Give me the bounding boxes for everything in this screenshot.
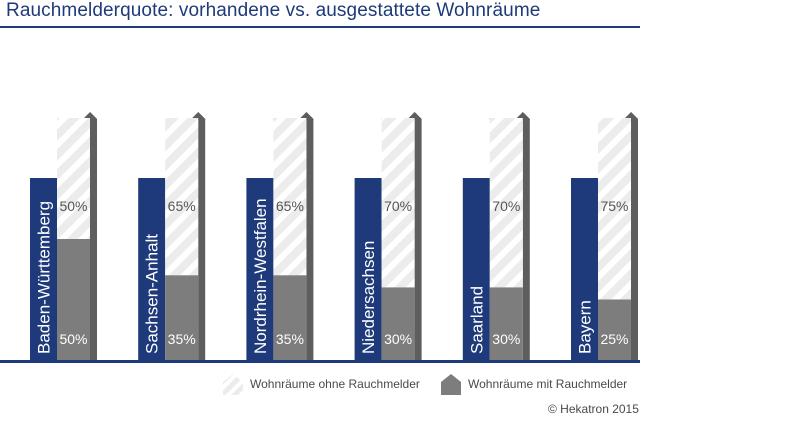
bar-segment-with bbox=[273, 275, 307, 360]
bar-segment-without bbox=[489, 118, 523, 288]
data-label-with: 35% bbox=[168, 331, 196, 347]
legend-item-with: Wohnräume mit Rauchmelder bbox=[440, 372, 627, 396]
data-label-without: 50% bbox=[59, 198, 87, 214]
copyright-text: © Hekatron 2015 bbox=[548, 402, 639, 416]
category-label: Baden-Württemberg bbox=[35, 201, 54, 354]
data-label-without: 70% bbox=[384, 198, 412, 214]
bar-segment-with bbox=[165, 275, 199, 360]
category-label-bg bbox=[30, 178, 57, 360]
category-label: Niedersachsen bbox=[359, 241, 378, 354]
category-label-bg bbox=[354, 178, 382, 360]
category-label: Nordrhein-Westfalen bbox=[251, 198, 270, 354]
category-label: Bayern bbox=[576, 300, 595, 354]
bar-segment-without bbox=[57, 118, 90, 239]
bar-segment-without bbox=[165, 118, 199, 276]
bar-side bbox=[90, 112, 97, 360]
bar-side bbox=[522, 112, 530, 360]
hatched-house-icon bbox=[223, 374, 243, 395]
bar-segment-without bbox=[598, 118, 631, 300]
category-label-bg bbox=[571, 178, 598, 360]
bar-segment-with bbox=[489, 287, 523, 360]
data-label-with: 35% bbox=[276, 331, 304, 347]
data-label-without: 75% bbox=[600, 198, 628, 214]
bar-side bbox=[306, 112, 314, 360]
data-label-without: 65% bbox=[276, 198, 304, 214]
category-label: Saarland bbox=[467, 286, 486, 354]
bar-side bbox=[631, 112, 638, 360]
legend-item-without: Wohnräume ohne Rauchmelder bbox=[222, 372, 420, 396]
legend-label-without: Wohnräume ohne Rauchmelder bbox=[250, 377, 420, 391]
bar-segment-with bbox=[381, 287, 415, 360]
data-label-with: 30% bbox=[384, 331, 412, 347]
legend-label-with: Wohnräume mit Rauchmelder bbox=[468, 377, 628, 391]
data-label-without: 65% bbox=[168, 198, 196, 214]
chart-title: Rauchmelderquote: vorhandene vs. ausgest… bbox=[6, 0, 541, 21]
data-label-without: 70% bbox=[492, 198, 520, 214]
data-label-with: 50% bbox=[59, 331, 87, 347]
data-label-with: 30% bbox=[492, 331, 520, 347]
category-label-bg bbox=[138, 178, 166, 360]
bar-side bbox=[414, 112, 422, 360]
bar-segment-without bbox=[273, 118, 307, 276]
data-label-with: 25% bbox=[600, 331, 628, 347]
category-label: Sachsen-Anhalt bbox=[143, 234, 162, 354]
filled-house-icon bbox=[441, 374, 461, 395]
title-rule bbox=[0, 26, 640, 28]
bar-segment-without bbox=[381, 118, 415, 288]
category-label-bg bbox=[462, 178, 490, 360]
bar-segment-with bbox=[57, 239, 90, 360]
category-label-bg bbox=[246, 178, 274, 360]
baseline-axis bbox=[0, 360, 640, 363]
bar-segment-with bbox=[598, 299, 631, 360]
bar-side bbox=[198, 112, 206, 360]
